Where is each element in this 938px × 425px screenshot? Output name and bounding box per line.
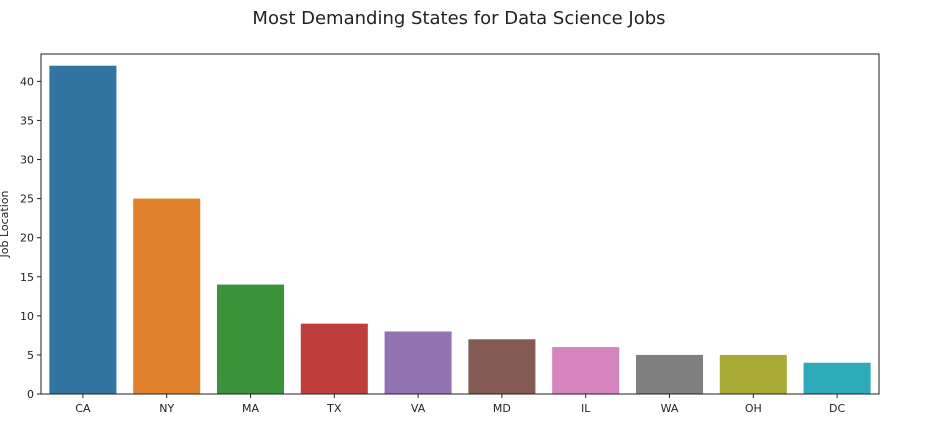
- bar-md: [468, 339, 536, 394]
- x-tick-label: IL: [581, 402, 591, 415]
- bar-wa: [635, 354, 704, 394]
- bar-oh: [719, 354, 787, 394]
- y-tick-label: 35: [20, 114, 34, 127]
- y-axis-label: Job Location: [0, 190, 11, 258]
- bar-dc: [803, 362, 871, 394]
- chart-title: Most Demanding States for Data Science J…: [252, 8, 665, 29]
- bar-tx: [300, 323, 368, 394]
- x-tick-label: MA: [242, 402, 259, 415]
- y-tick-label: 40: [20, 75, 34, 88]
- x-tick-label: WA: [661, 402, 679, 415]
- bar-ca: [49, 65, 117, 394]
- y-tick-label: 5: [27, 349, 34, 362]
- y-tick-label: 15: [20, 271, 34, 284]
- y-tick-label: 25: [20, 193, 34, 206]
- y-tick-label: 10: [20, 310, 34, 323]
- bar-ma: [216, 284, 285, 394]
- x-tick-label: DC: [829, 402, 845, 415]
- x-tick-label: CA: [75, 402, 91, 415]
- x-tick-label: OH: [745, 402, 762, 415]
- bar-il: [552, 347, 620, 394]
- y-axis: 0 5 10 15 20 25 30 35 40: [20, 75, 41, 401]
- bars-group: [49, 65, 871, 394]
- y-tick-label: 30: [20, 154, 34, 167]
- y-tick-label: 0: [27, 388, 34, 401]
- x-axis: CA NY MA TX VA MD IL WA OH DC: [75, 394, 845, 415]
- plot-frame: [40, 53, 880, 395]
- x-tick-label: MD: [493, 402, 511, 415]
- bar-va: [384, 331, 452, 394]
- x-tick-label: NY: [159, 402, 174, 415]
- y-tick-label: 20: [20, 232, 34, 245]
- x-tick-label: VA: [411, 402, 426, 415]
- bar-ny: [133, 198, 201, 394]
- x-tick-label: TX: [326, 402, 342, 415]
